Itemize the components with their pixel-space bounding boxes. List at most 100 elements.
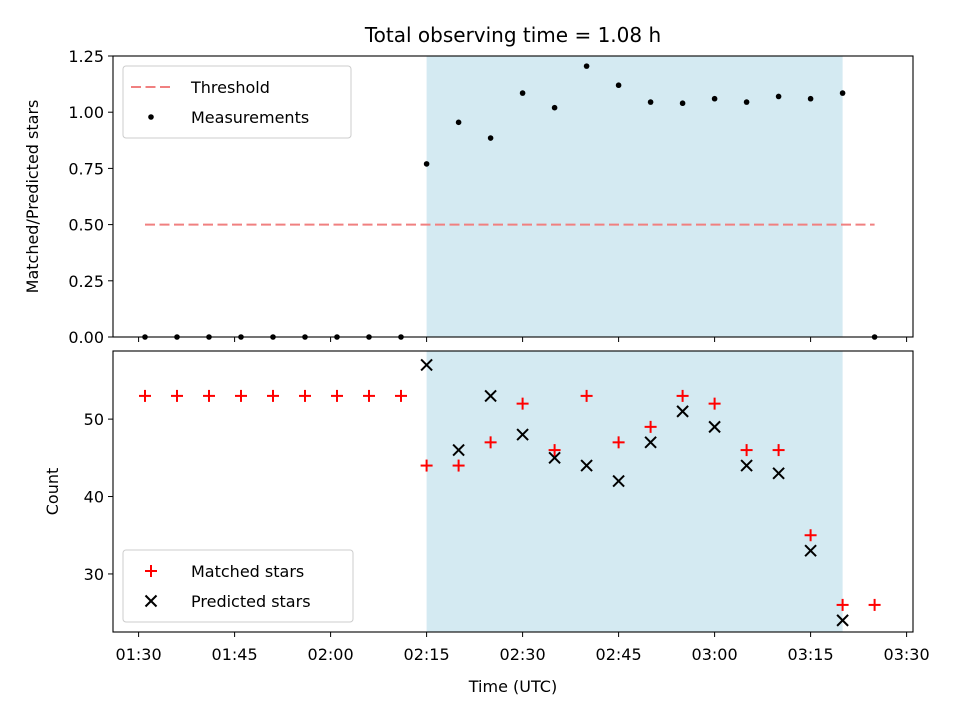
point-s0-13 [548, 444, 561, 457]
x-tick-label-4: 02:30 [500, 645, 546, 664]
point-s0-10 [452, 459, 465, 472]
x-tick-label-6: 03:00 [692, 645, 738, 664]
y-axis-label: Matched/Predicted stars [23, 100, 42, 294]
point-s0-18 [711, 95, 718, 102]
point-s1-12 [516, 428, 529, 441]
point-s1-19-b [740, 459, 753, 472]
point-s0-12 [516, 397, 529, 410]
point-s1-17-b [676, 405, 689, 418]
x-tick-label-3: 02:15 [404, 645, 450, 664]
legend-label-0: Matched stars [191, 562, 304, 581]
point-s0-10 [455, 119, 462, 126]
point-s0-18 [708, 397, 721, 410]
point-s1-19 [740, 459, 753, 472]
point-s0-19 [740, 444, 753, 457]
point-s0-11 [484, 436, 497, 449]
legend-swatch-1 [144, 594, 158, 608]
point-s0-9 [420, 459, 433, 472]
point-s0-22 [839, 90, 846, 96]
x-tick-label-5: 02:45 [596, 645, 642, 664]
highlight-band [426, 56, 843, 337]
y-tick-label-0: 0.00 [68, 328, 104, 347]
x-tick-label-8: 03:30 [884, 645, 930, 664]
legend-swatch-1 [148, 114, 154, 120]
point-s0-1 [171, 389, 183, 402]
point-s0-14 [580, 389, 593, 402]
legend-label-0: Threshold [190, 78, 270, 97]
point-s1-11-b [484, 389, 497, 403]
point-s0-21 [807, 95, 814, 102]
point-s0-8 [395, 389, 407, 402]
point-s1-20 [772, 467, 785, 480]
point-s1-13 [548, 451, 561, 465]
point-s1-10 [452, 443, 465, 457]
point-s1-21 [804, 544, 817, 557]
point-s1-17 [676, 405, 689, 418]
point-s0-19 [743, 99, 750, 105]
point-s0-20 [775, 93, 782, 100]
point-s1-16-b [644, 436, 657, 449]
point-s1-14 [580, 459, 593, 472]
point-s0-3 [235, 389, 247, 402]
legend-swatch-1-b [144, 594, 158, 608]
point-s0-9 [423, 161, 430, 167]
point-s0-5 [299, 389, 311, 402]
point-s1-15 [612, 474, 625, 488]
point-s1-22-b [836, 614, 849, 627]
y-tick-label-2: 0.50 [68, 216, 104, 235]
axes-frame [112, 55, 914, 338]
point-s1-21-b [804, 544, 817, 557]
point-s1-16 [644, 436, 657, 449]
point-s0-21 [804, 529, 817, 542]
point-s0-7 [363, 389, 375, 402]
y-tick-label-5: 1.25 [68, 47, 104, 66]
point-s0-12 [519, 90, 526, 96]
y-tick-label-1: 0.25 [68, 272, 104, 291]
point-s0-4 [267, 389, 279, 402]
point-s1-11 [484, 389, 497, 403]
legend-box [122, 549, 354, 623]
point-s1-20-b [772, 467, 785, 480]
point-s0-11 [487, 135, 494, 141]
point-s1-15-b [612, 474, 625, 488]
point-s0-23 [868, 598, 881, 611]
y-tick-label-2: 50 [84, 410, 104, 429]
y-tick-label-0: 30 [84, 565, 104, 584]
point-s1-12-b [516, 428, 529, 441]
point-s0-16 [647, 99, 654, 105]
y-tick-label-3: 0.75 [68, 159, 104, 178]
point-s1-10-b [452, 443, 465, 457]
y-tick-label-1: 40 [84, 488, 104, 507]
point-s1-9-b [420, 358, 433, 372]
x-axis-label: Time (UTC) [468, 677, 557, 696]
point-s1-13-b [548, 451, 561, 465]
chart-title: Total observing time = 1.08 h [364, 23, 661, 47]
x-tick-label-1: 01:45 [212, 645, 258, 664]
ratio-panel: 0.00 0.25 0.50 0.75 1.00 1.25 Matched/Predicte… [23, 47, 914, 347]
point-s1-18-b [708, 420, 721, 434]
point-s0-17 [676, 389, 689, 402]
legend-swatch-0 [145, 565, 157, 577]
axes-frame [112, 350, 914, 633]
y-axis-label: Count [43, 468, 62, 516]
legend-label-1: Measurements [191, 108, 309, 127]
point-s0-6 [331, 389, 343, 402]
point-s0-20 [772, 444, 785, 457]
y-tick-label-4: 1.00 [68, 103, 104, 122]
point-s0-0 [139, 389, 151, 402]
point-s0-15 [615, 82, 622, 89]
legend: Threshold Measurements [122, 65, 352, 139]
point-s0-22 [836, 598, 849, 611]
point-s0-17 [679, 100, 686, 107]
legend-box [122, 65, 352, 139]
point-s1-22 [836, 614, 849, 627]
point-s1-18 [708, 420, 721, 434]
highlight-band [426, 351, 843, 632]
x-tick-label-2: 02:00 [308, 645, 354, 664]
count-panel: 01:30 01:45 02:00 02:15 02:30 02:45 03:00 03:15… [43, 350, 930, 664]
point-s1-14-b [580, 459, 593, 472]
legend-label-1: Predicted stars [191, 592, 311, 611]
point-s0-13 [551, 104, 558, 111]
point-s1-9 [420, 358, 433, 372]
